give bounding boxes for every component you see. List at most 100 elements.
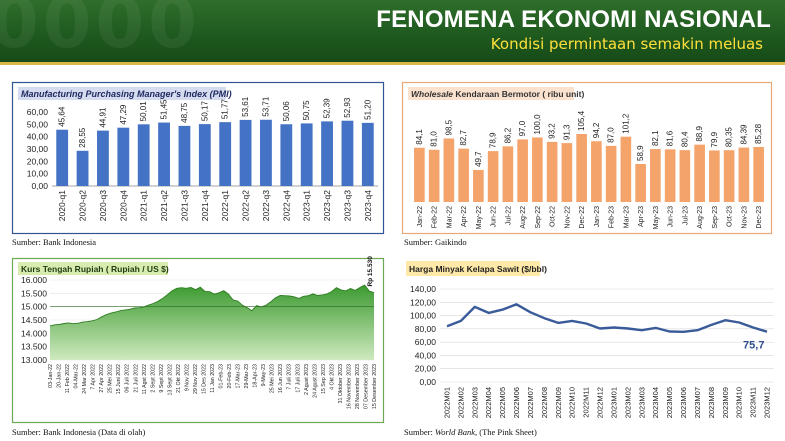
x-tick-label: Jan-23 xyxy=(594,206,601,228)
x-tick-label: 31 Oktober 2023 xyxy=(338,364,344,404)
bar xyxy=(546,141,558,202)
data-label: 28,55 xyxy=(78,127,87,148)
x-tick-label: 04-Mar-22 xyxy=(74,364,80,388)
x-tick-label: Jul-22 xyxy=(505,206,512,225)
y-tick-label: 0,00 xyxy=(419,377,436,387)
x-tick-label: 2022M04 xyxy=(484,387,493,418)
data-label: 82,7 xyxy=(459,130,468,146)
bar xyxy=(738,147,750,202)
pmi-source-name: Bank Indonesia xyxy=(42,237,97,247)
y-tick-label: 60,00 xyxy=(27,107,49,117)
x-tick-label: 21 Juli 2022 xyxy=(133,364,139,393)
data-label: 81,6 xyxy=(666,130,675,146)
data-label: 85,28 xyxy=(754,123,763,144)
x-tick-label: Aug-22 xyxy=(520,206,527,229)
x-tick-label: 7 Apr 2022 xyxy=(91,364,97,390)
x-tick-label: 2023M06 xyxy=(679,387,688,418)
y-tick-label: 20,00 xyxy=(27,156,49,166)
wholesale-chart: Wholesale Kendaraan Bermotor ( ribu unit… xyxy=(401,81,773,235)
header-divider xyxy=(0,62,785,65)
x-tick-label: 25 Mei 2023 xyxy=(270,364,276,393)
bar xyxy=(517,139,528,202)
data-label: 80,4 xyxy=(680,131,689,147)
x-tick-label: 2023M01 xyxy=(609,387,618,418)
bar xyxy=(650,149,661,202)
bar xyxy=(158,122,170,186)
x-tick-label: Jan-22 xyxy=(417,206,424,228)
title-background xyxy=(18,262,168,275)
bar xyxy=(219,122,232,186)
data-label: 58,9 xyxy=(636,145,645,161)
page-header: 0000 FENOMENA EKONOMI NASIONAL Kondisi p… xyxy=(0,0,785,62)
page-title: FENOMENA EKONOMI NASIONAL xyxy=(376,6,771,33)
bar xyxy=(56,129,69,186)
data-label: 80,35 xyxy=(725,127,734,148)
data-label: 45,64 xyxy=(58,106,67,127)
data-label: 101,2 xyxy=(621,113,630,134)
x-tick-label: 2023M11 xyxy=(749,387,758,418)
cpo-source-label: Sumber: xyxy=(404,427,433,437)
x-tick-label: 2021-q2 xyxy=(159,190,169,221)
bar xyxy=(414,147,425,202)
y-tick-label: 40,00 xyxy=(415,350,437,360)
data-label: 87,0 xyxy=(607,127,616,143)
kurs-chart: Kurs Tengah Rupiah ( Rupiah / US $) 13.00… xyxy=(11,256,385,424)
bar xyxy=(76,150,89,186)
bar xyxy=(178,125,191,186)
y-tick-label: 20,00 xyxy=(415,364,437,374)
x-tick-label: May-22 xyxy=(476,206,483,229)
x-tick-label: 2020-q4 xyxy=(118,190,128,221)
x-tick-label: 16 Jun 2023 xyxy=(278,364,284,393)
bar xyxy=(280,124,293,186)
bar xyxy=(300,123,313,186)
data-label: 88,9 xyxy=(695,126,704,142)
chart-title: Harga Minyak Kelapa Sawit ($/bbl) xyxy=(409,264,547,274)
x-tick-label: 20-Feb-23 xyxy=(227,364,233,388)
x-tick-label: Mar-23 xyxy=(623,206,630,228)
x-tick-label: 9-May-23 xyxy=(261,364,267,386)
x-tick-label: 13 Sept 2022 xyxy=(167,364,173,396)
chart-title: Manufacturing Purchasing Manager's Index… xyxy=(21,89,232,99)
y-tick-label: 140,00 xyxy=(410,284,436,294)
data-label: 105,4 xyxy=(577,110,586,131)
x-tick-label: 29-Mar-23 xyxy=(244,364,250,388)
x-tick-label: 03-Jan-22 xyxy=(48,364,54,388)
x-tick-label: 2022M06 xyxy=(512,387,521,418)
x-tick-label: 16 November 2023 xyxy=(346,364,352,409)
chart-title: Kurs Tengah Rupiah ( Rupiah / US $) xyxy=(21,264,169,274)
wholesale-source-name: Gaikindo xyxy=(434,237,467,247)
data-label: 50,06 xyxy=(282,101,291,122)
x-tick-label: 2023-q1 xyxy=(302,190,312,221)
y-tick-label: 30,00 xyxy=(27,144,49,154)
x-tick-label: 18-Apr-23 xyxy=(253,364,259,388)
pmi-chart: Manufacturing Purchasing Manager's Index… xyxy=(11,81,385,235)
pmi-chart-panel: Manufacturing Purchasing Manager's Index… xyxy=(11,81,385,235)
kurs-source: Sumber: Bank Indonesia (Data di olah) xyxy=(12,427,145,437)
data-label: 79,9 xyxy=(710,131,719,147)
data-label: 81,0 xyxy=(430,131,439,147)
bar xyxy=(502,146,514,202)
y-tick-label: 15.500 xyxy=(21,288,47,298)
data-label: 53,61 xyxy=(241,96,250,117)
bar xyxy=(591,141,602,202)
x-tick-label: 2022M08 xyxy=(540,387,549,418)
bar xyxy=(620,136,632,202)
x-tick-label: 2020-q3 xyxy=(98,190,108,221)
y-tick-label: 60,00 xyxy=(415,337,437,347)
x-tick-label: Feb-23 xyxy=(609,206,616,228)
bar xyxy=(576,134,587,202)
x-tick-label: 21 Okt 2022 xyxy=(176,364,182,393)
y-tick-label: 0,00 xyxy=(31,181,48,191)
cpo-source-name-rest: (The Pink Sheet) xyxy=(479,427,537,437)
x-tick-label: 2022M12 xyxy=(596,387,605,418)
y-tick-label: 40,00 xyxy=(27,132,49,142)
x-tick-label: 2023M10 xyxy=(735,387,744,418)
y-tick-label: 80,00 xyxy=(415,324,437,334)
x-tick-label: 17 Juli 2023 xyxy=(295,364,301,393)
bar xyxy=(532,137,543,202)
data-label: 78,9 xyxy=(489,132,498,148)
x-tick-label: 06 Juli 2022 xyxy=(125,364,131,393)
data-label: 49,7 xyxy=(474,151,483,167)
x-tick-label: Apr-23 xyxy=(638,206,645,227)
x-tick-label: Oct-23 xyxy=(727,206,734,227)
